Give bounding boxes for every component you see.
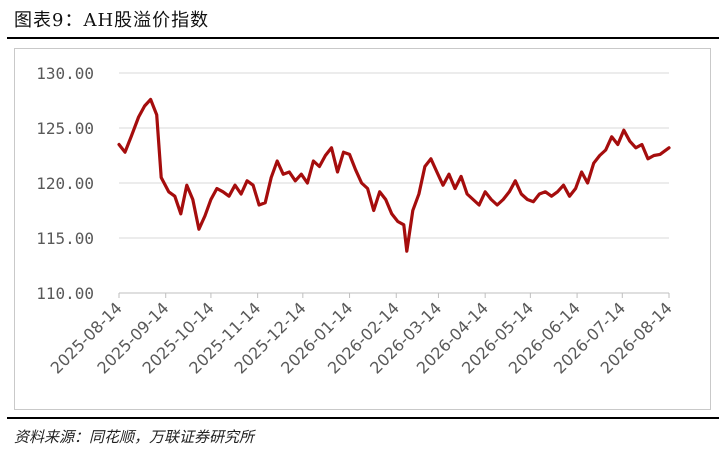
series-group (117, 97, 671, 253)
y-tick-label: 110.00 (36, 284, 94, 303)
y-tick-label: 120.00 (36, 174, 94, 193)
chart-panel (14, 48, 711, 410)
source-note: 资料来源：同花顺，万联证券研究所 (14, 428, 255, 446)
series-line-0 (117, 97, 671, 253)
y-tick-label: 130.00 (36, 64, 94, 83)
x-axis: 2025-08-142025-09-142025-10-142025-11-14… (47, 292, 676, 378)
y-tick-label: 115.00 (36, 229, 94, 248)
top-rule (7, 37, 719, 39)
y-axis-ticks: 110.00 115.00 120.00 125.00 130.00 (36, 64, 94, 303)
y-tick-label: 125.00 (36, 119, 94, 138)
bottom-rule (7, 417, 719, 419)
figure-title: 图表9：AH股溢价指数 (14, 10, 210, 31)
